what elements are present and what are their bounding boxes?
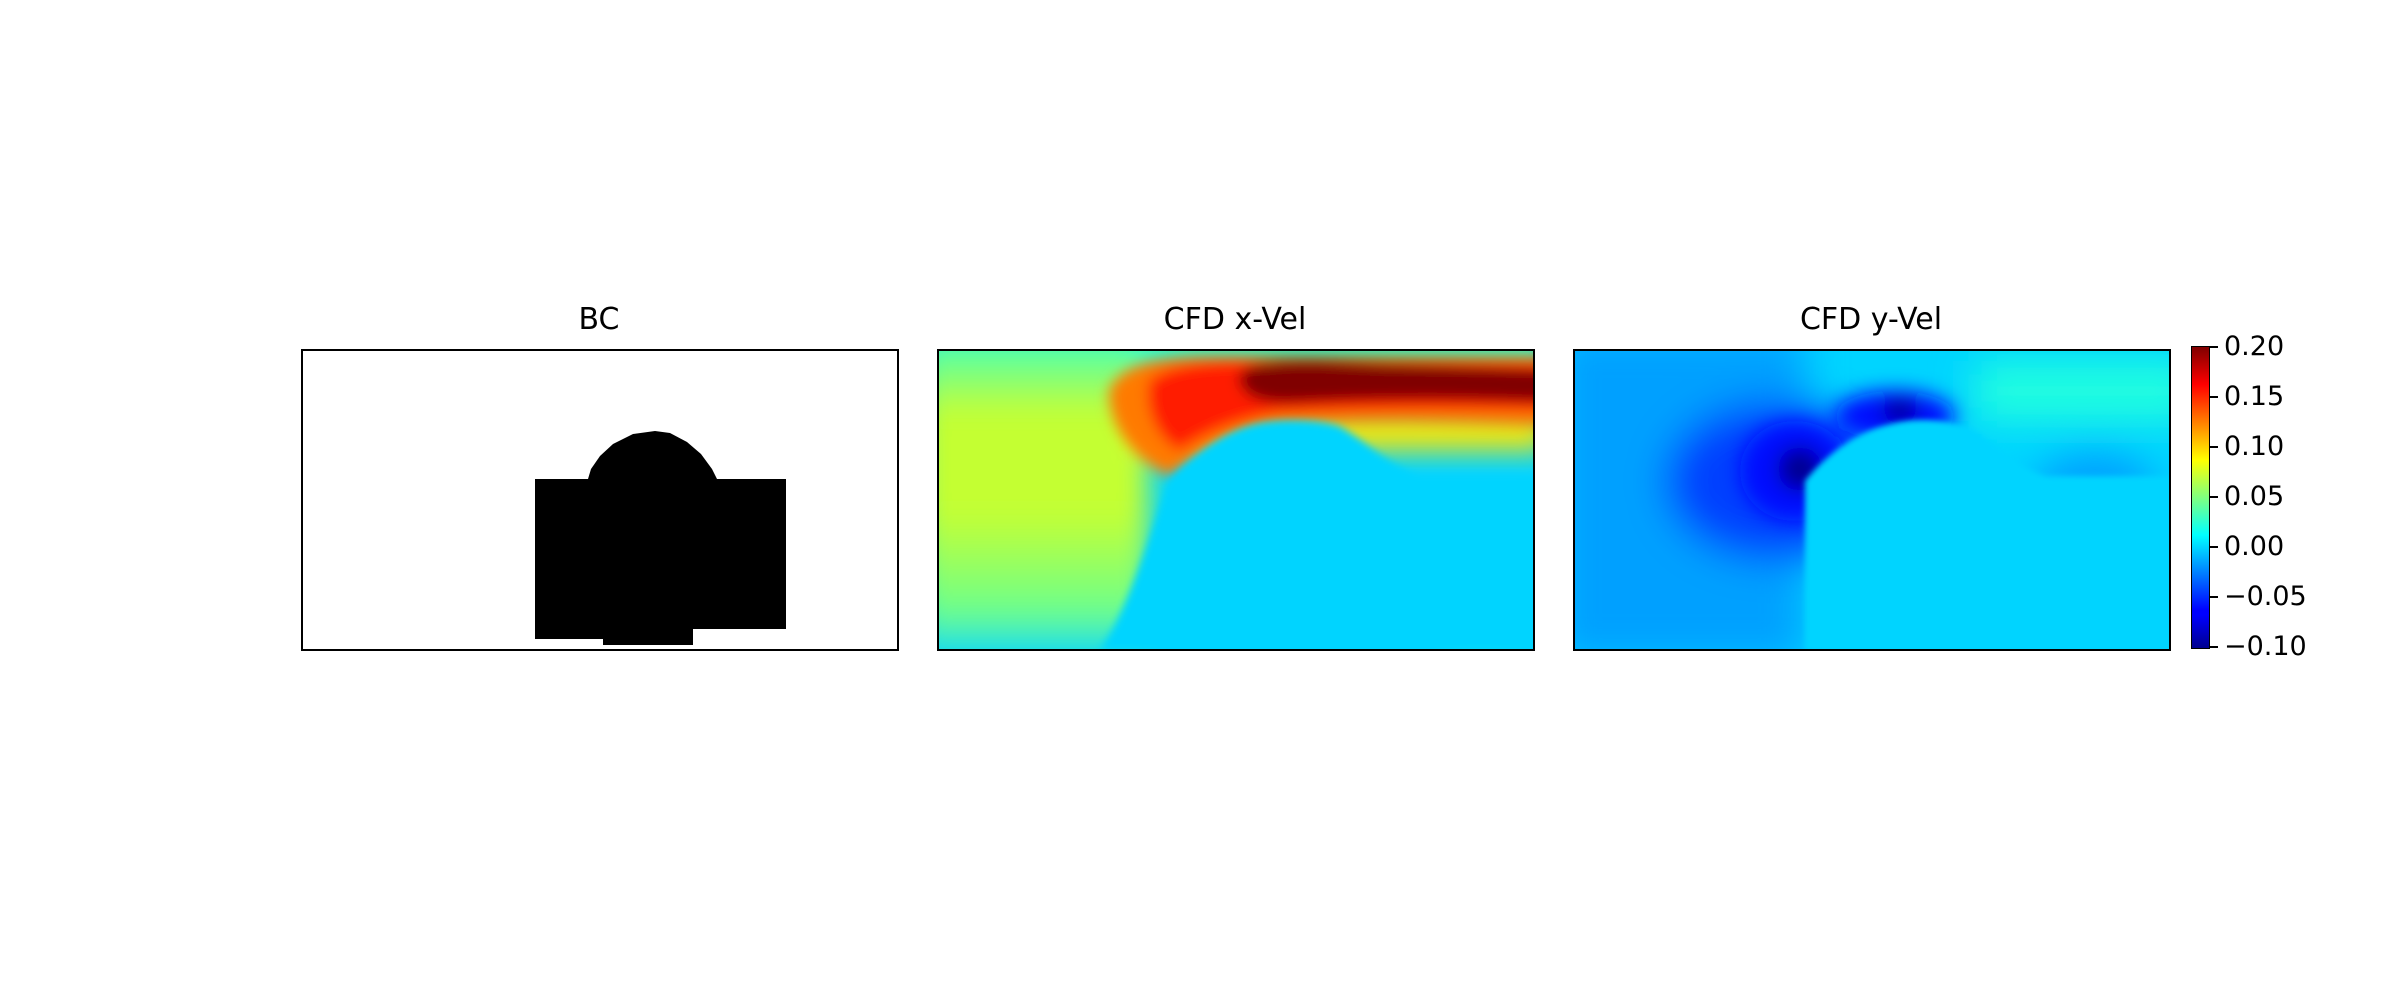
colorbar-tick-label: −0.10 [2224, 631, 2307, 662]
colorbar-tick-label: 0.15 [2224, 381, 2285, 412]
colorbar-tick-label: 0.10 [2224, 431, 2285, 462]
colorbar-tick-label: −0.05 [2224, 581, 2307, 612]
y-vel-panel [1573, 349, 2171, 651]
x-vel-heatmap [939, 351, 1533, 649]
y-vel-vortex-b-core [1882, 399, 1918, 423]
colorbar-tick [2209, 646, 2218, 648]
colorbar-tick [2209, 496, 2218, 498]
colorbar-gradient [2192, 347, 2209, 648]
bc-obstacle-dome [588, 431, 717, 479]
x-vel-obstacle [1100, 420, 1533, 649]
x-vel-jet [1109, 356, 1533, 476]
colorbar-tick-label: 0.20 [2224, 331, 2285, 362]
y-vel-upper-right [1975, 361, 2169, 421]
colorbar-tick-label: 0.05 [2224, 481, 2285, 512]
y-vel-obstacle-shape [1805, 420, 2169, 649]
x-vel-panel [937, 349, 1535, 651]
colorbar-tick [2209, 396, 2218, 398]
bc-obstacle-right-block [599, 479, 786, 629]
bc-heatmap [303, 351, 897, 649]
colorbar-tick [2209, 446, 2218, 448]
colorbar-tick [2209, 346, 2218, 348]
panel-title-x-vel: CFD x-Vel [1163, 302, 1307, 337]
colorbar-tick-label: 0.00 [2224, 531, 2285, 562]
bc-obstacle-left-block [535, 479, 605, 639]
bc-obstacle-bottom-block [603, 621, 693, 645]
bc-panel [301, 349, 899, 651]
panel-title-y-vel: CFD y-Vel [1799, 302, 1943, 337]
colorbar-tick [2209, 546, 2218, 548]
y-vel-heatmap [1575, 351, 2169, 649]
colorbar-fill [2192, 347, 2209, 648]
x-vel-obstacle-shape [1100, 420, 1533, 649]
bc-obstacle [535, 431, 786, 645]
y-vel-obstacle [1805, 420, 2169, 649]
colorbar [2191, 346, 2210, 649]
panel-title-bc: BC [578, 302, 620, 337]
x-vel-jet-core [1239, 359, 1533, 404]
colorbar-tick [2209, 596, 2218, 598]
